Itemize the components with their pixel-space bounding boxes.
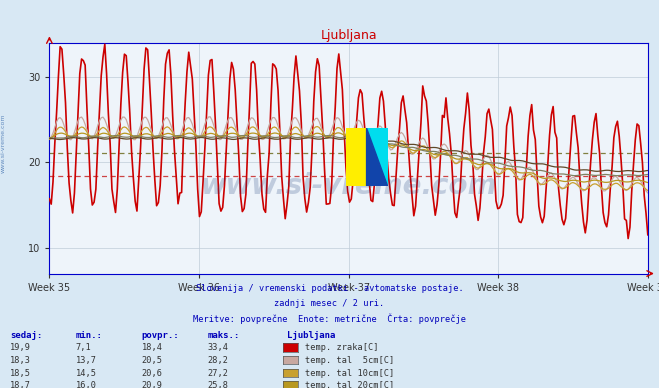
Text: povpr.:: povpr.: — [142, 331, 179, 340]
Text: maks.:: maks.: — [208, 331, 240, 340]
Text: 28,2: 28,2 — [208, 356, 229, 365]
Text: temp. tal 10cm[C]: temp. tal 10cm[C] — [305, 369, 394, 378]
Title: Ljubljana: Ljubljana — [320, 28, 377, 42]
Text: Slovenija / vremenski podatki - avtomatske postaje.: Slovenija / vremenski podatki - avtomats… — [196, 284, 463, 293]
Polygon shape — [366, 128, 387, 186]
Text: 20,9: 20,9 — [142, 381, 163, 388]
Text: temp. tal  5cm[C]: temp. tal 5cm[C] — [305, 356, 394, 365]
Text: zadnji mesec / 2 uri.: zadnji mesec / 2 uri. — [274, 299, 385, 308]
Text: 7,1: 7,1 — [76, 343, 92, 352]
Text: 18,5: 18,5 — [10, 369, 31, 378]
Text: min.:: min.: — [76, 331, 103, 340]
Text: Meritve: povprečne  Enote: metrične  Črta: povprečje: Meritve: povprečne Enote: metrične Črta:… — [193, 314, 466, 324]
Text: Ljubljana: Ljubljana — [287, 331, 335, 340]
Text: 18,4: 18,4 — [142, 343, 163, 352]
Bar — [345, 128, 366, 186]
Text: sedaj:: sedaj: — [10, 331, 42, 340]
Text: 25,8: 25,8 — [208, 381, 229, 388]
Text: 33,4: 33,4 — [208, 343, 229, 352]
Text: temp. zraka[C]: temp. zraka[C] — [305, 343, 379, 352]
Text: www.si-vreme.com: www.si-vreme.com — [1, 114, 6, 173]
Text: www.si-vreme.com: www.si-vreme.com — [200, 172, 497, 200]
Text: temp. tal 20cm[C]: temp. tal 20cm[C] — [305, 381, 394, 388]
Text: 20,5: 20,5 — [142, 356, 163, 365]
Text: 16,0: 16,0 — [76, 381, 97, 388]
Text: 18,7: 18,7 — [10, 381, 31, 388]
Text: 27,2: 27,2 — [208, 369, 229, 378]
Text: 19,9: 19,9 — [10, 343, 31, 352]
Polygon shape — [366, 128, 387, 186]
Text: 13,7: 13,7 — [76, 356, 97, 365]
Text: 20,6: 20,6 — [142, 369, 163, 378]
Text: 18,3: 18,3 — [10, 356, 31, 365]
Text: 14,5: 14,5 — [76, 369, 97, 378]
